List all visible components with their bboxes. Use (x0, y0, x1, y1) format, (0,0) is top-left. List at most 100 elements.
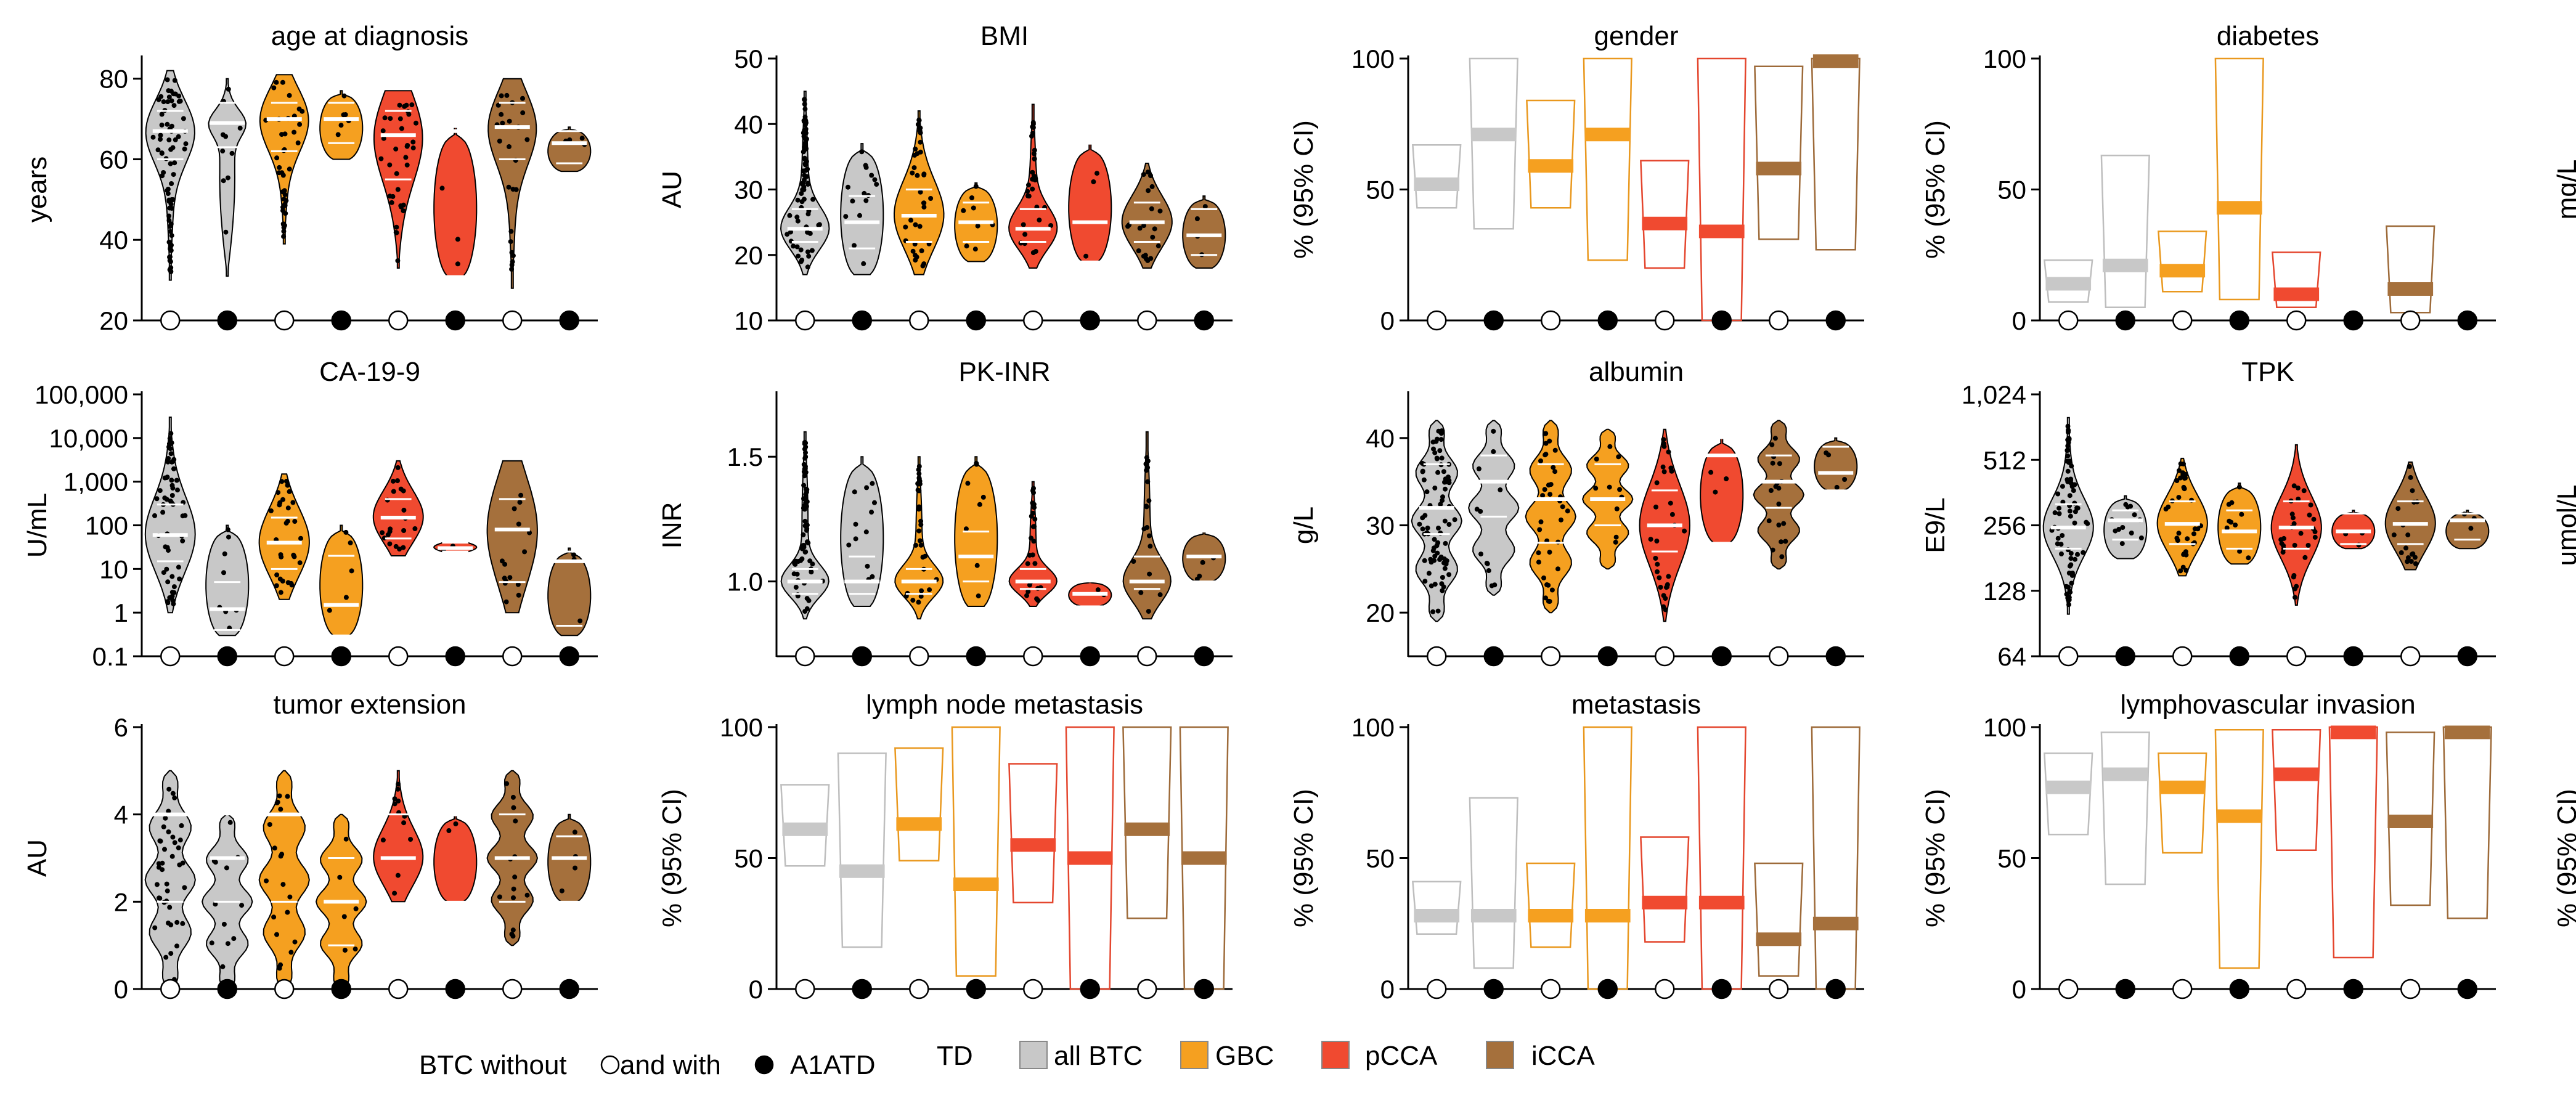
data-point (2181, 484, 2187, 490)
marker-with-a1atd (852, 646, 872, 667)
y-tick-label: 0 (114, 975, 128, 1004)
data-point (279, 132, 285, 137)
data-point (852, 489, 857, 495)
data-point (803, 128, 809, 133)
data-point (2068, 513, 2073, 519)
data-point (163, 544, 168, 550)
data-point (1616, 454, 1621, 460)
panel-title: BMI (980, 21, 1029, 51)
data-point (963, 526, 969, 532)
data-point (1146, 188, 1151, 193)
marker-with-a1atd (2457, 646, 2477, 667)
data-point (224, 865, 229, 871)
data-point (164, 566, 169, 572)
data-point (806, 598, 812, 603)
data-point (502, 561, 508, 567)
data-point (446, 828, 452, 833)
data-point (804, 523, 810, 528)
y-tick-label: 100 (1983, 713, 2026, 742)
data-point (160, 510, 166, 515)
violin-shape (547, 126, 592, 173)
ci-box (780, 784, 830, 867)
marker-without-a1atd (2058, 646, 2079, 667)
violin-shape (259, 74, 309, 245)
data-point (2069, 463, 2074, 469)
marker-without-a1atd (1655, 310, 1675, 331)
data-point (175, 487, 180, 493)
data-point (165, 579, 171, 585)
data-point (806, 253, 812, 259)
marker-with-a1atd (2115, 979, 2135, 999)
data-point (2405, 559, 2410, 564)
data-point (1537, 527, 1543, 532)
data-point (579, 136, 585, 141)
data-point (2176, 531, 2182, 536)
violin-shape (840, 143, 884, 275)
data-point (353, 946, 358, 952)
data-point (1536, 550, 1541, 556)
data-point (2075, 505, 2081, 511)
data-point (1202, 204, 1208, 210)
data-point (402, 104, 407, 109)
data-point (859, 149, 865, 155)
marker-without-a1atd (795, 646, 815, 667)
y-tick-label: 0 (1380, 975, 1395, 1004)
data-point (1594, 457, 1599, 462)
data-point (401, 507, 407, 513)
data-point (802, 518, 808, 524)
data-point (169, 440, 174, 446)
data-point (1030, 120, 1036, 125)
violin-shape (373, 770, 424, 903)
data-point (913, 222, 918, 227)
data-point (380, 837, 386, 843)
data-point (2177, 468, 2182, 473)
data-point (169, 181, 174, 186)
data-point (406, 112, 412, 117)
data-point (804, 487, 810, 492)
data-point (1025, 189, 1030, 194)
data-point (918, 542, 924, 548)
data-point (2292, 542, 2297, 548)
marker-without-a1atd (502, 646, 523, 667)
marker-without-a1atd (1137, 310, 1157, 331)
data-point (801, 149, 806, 155)
data-point (508, 229, 514, 234)
data-point (156, 861, 161, 866)
data-point (172, 160, 177, 166)
data-point (1441, 556, 1447, 561)
estimate-bar (2102, 258, 2148, 272)
violin-shape (840, 456, 884, 607)
data-point (167, 905, 173, 910)
data-point (504, 781, 510, 786)
data-point (168, 147, 174, 152)
data-point (166, 137, 172, 143)
data-point (388, 116, 393, 121)
data-point (2293, 595, 2297, 600)
data-point (975, 223, 980, 229)
marker-with-a1atd (1194, 310, 1214, 331)
data-point (1146, 533, 1152, 539)
data-point (1547, 492, 1553, 497)
data-point (1435, 436, 1440, 442)
y-axis-label: E9/L (1920, 497, 1950, 553)
data-point (169, 574, 175, 579)
y-axis-label: AU (22, 839, 52, 877)
data-point (168, 259, 173, 264)
marker-without-a1atd (1023, 310, 1043, 331)
data-point (1551, 465, 1556, 470)
data-point (1430, 548, 1436, 553)
data-point (1021, 222, 1026, 227)
data-point (2067, 493, 2073, 499)
marker-without-a1atd (502, 310, 523, 331)
data-point (154, 496, 160, 502)
marker-with-a1atd (2457, 979, 2477, 999)
estimate-bar (1067, 851, 1113, 865)
estimate-bar (1470, 909, 1517, 922)
data-point (577, 618, 583, 624)
data-point (157, 488, 163, 494)
data-point (176, 99, 182, 104)
data-point (159, 150, 165, 156)
data-point (1538, 519, 1544, 524)
data-point (227, 820, 233, 825)
data-point (274, 572, 280, 577)
